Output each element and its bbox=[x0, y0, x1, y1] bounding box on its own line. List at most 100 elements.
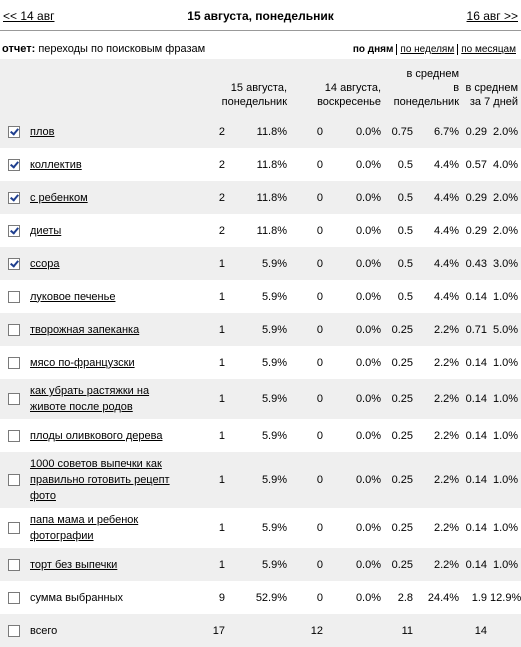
report-name: переходы по поисковым фразам bbox=[38, 43, 206, 55]
phrase-cell: плов bbox=[28, 115, 190, 148]
value-cell: 4.4% bbox=[433, 290, 460, 303]
value-cell: 0.5 bbox=[397, 158, 414, 171]
value-cell: 2.2% bbox=[433, 356, 460, 369]
checkbox-cell bbox=[0, 115, 28, 148]
value-cell: 0 bbox=[316, 558, 324, 571]
checkbox[interactable] bbox=[8, 356, 20, 369]
header-empty bbox=[0, 59, 28, 115]
checkbox[interactable] bbox=[8, 474, 20, 487]
value-cell: 0.0% bbox=[355, 191, 382, 204]
phrase-link[interactable]: с ребенком bbox=[30, 191, 88, 204]
empty-cell bbox=[228, 614, 290, 647]
phrase-cell: мясо по-французски bbox=[28, 346, 190, 379]
value-cell: 0.0% bbox=[355, 323, 382, 336]
period-link[interactable]: по месяцам bbox=[461, 44, 516, 55]
value-cell: 1 bbox=[218, 257, 225, 270]
checkbox[interactable] bbox=[8, 393, 20, 406]
phrase-link[interactable]: коллектив bbox=[30, 158, 82, 171]
data-row: с ребенком 2 11.8% 0 0.0% 0.5 4.4% 0.29 2.0% bbox=[0, 181, 521, 214]
value-cell: 2 bbox=[218, 191, 225, 204]
value-cell: 14 bbox=[474, 624, 488, 637]
phrase-link[interactable]: ссора bbox=[30, 257, 60, 270]
value-cell: 0.0% bbox=[355, 257, 382, 270]
column-header: 15 августа, понедельник bbox=[190, 59, 290, 115]
value-cell: 1.9 bbox=[471, 591, 488, 604]
value-cell: 0 bbox=[316, 224, 324, 237]
checkbox[interactable] bbox=[8, 323, 20, 336]
checkbox[interactable] bbox=[8, 591, 20, 604]
checkbox[interactable] bbox=[8, 125, 20, 138]
value-cell: 0.75 bbox=[391, 125, 414, 138]
value-cell: 2.0% bbox=[492, 125, 519, 138]
value-cell: 2 bbox=[218, 125, 225, 138]
checkbox[interactable] bbox=[8, 290, 20, 303]
value-cell: 0.29 bbox=[465, 125, 488, 138]
phrase-link[interactable]: папа мама и ребенок фотографии bbox=[30, 514, 139, 542]
phrase-link[interactable]: как убрать растяжки на животе после родо… bbox=[30, 385, 150, 413]
value-cell: 2.0% bbox=[492, 224, 519, 237]
checkbox[interactable] bbox=[8, 624, 20, 637]
checkbox[interactable] bbox=[8, 158, 20, 171]
value-cell: 5.9% bbox=[261, 474, 288, 486]
phrase-link[interactable]: луковое печенье bbox=[30, 290, 116, 303]
data-row: плов 2 11.8% 0 0.0% 0.75 6.7% 0.29 2.0% bbox=[0, 115, 521, 148]
stats-table: 15 августа, понедельник 14 августа, воскрес… bbox=[0, 59, 521, 647]
checkbox[interactable] bbox=[8, 257, 20, 270]
checkbox-cell bbox=[0, 452, 28, 508]
value-cell: 12.9% bbox=[490, 591, 521, 604]
value-cell: 2.2% bbox=[433, 393, 460, 405]
phrase-link[interactable]: творожная запеканка bbox=[30, 323, 140, 336]
phrase-cell: папа мама и ребенок фотографии bbox=[28, 508, 190, 548]
checkbox-cell bbox=[0, 214, 28, 247]
value-cell: 0.14 bbox=[465, 290, 488, 303]
phrase-link[interactable]: мясо по-французски bbox=[30, 356, 135, 369]
checkbox-cell bbox=[0, 280, 28, 313]
phrase-link[interactable]: торт без выпечки bbox=[30, 558, 118, 571]
phrase-link[interactable]: диеты bbox=[30, 224, 62, 237]
value-cell: 0.25 bbox=[391, 558, 414, 571]
value-cell: 1 bbox=[218, 356, 225, 369]
value-cell: 52.9% bbox=[255, 591, 288, 604]
value-cell: 0 bbox=[316, 125, 324, 138]
header-empty bbox=[28, 59, 190, 115]
checkbox[interactable] bbox=[8, 522, 20, 535]
value-cell: 0.0% bbox=[355, 125, 382, 138]
prev-day-link[interactable]: << 14 авг bbox=[3, 9, 55, 23]
checkbox[interactable] bbox=[8, 224, 20, 237]
checkbox[interactable] bbox=[8, 558, 20, 571]
checkbox-cell bbox=[0, 581, 28, 614]
checkbox[interactable] bbox=[8, 191, 20, 204]
header-line: в bbox=[453, 82, 460, 94]
next-day-link[interactable]: 16 авг >> bbox=[466, 9, 518, 23]
header-row: 15 августа, понедельник 14 августа, воскрес… bbox=[0, 59, 521, 115]
value-cell: 5.9% bbox=[261, 290, 288, 303]
checkbox[interactable] bbox=[8, 429, 20, 442]
value-cell: 4.0% bbox=[492, 158, 519, 171]
value-cell: 0.29 bbox=[465, 224, 488, 237]
report-label: отчет: bbox=[2, 43, 36, 55]
page: << 14 авг 15 августа, понедельник 16 авг… bbox=[0, 0, 521, 551]
checkbox-cell bbox=[0, 419, 28, 452]
value-cell: 11.8% bbox=[256, 125, 288, 138]
value-cell: 0.0% bbox=[355, 290, 382, 303]
phrase-cell: диеты bbox=[28, 214, 190, 247]
phrase-cell: с ребенком bbox=[28, 181, 190, 214]
checkbox-cell bbox=[0, 247, 28, 280]
value-cell: 0.25 bbox=[391, 522, 414, 534]
value-cell: 12 bbox=[310, 624, 324, 637]
value-cell: 6.7% bbox=[433, 125, 460, 138]
period-link[interactable]: по неделям bbox=[400, 44, 455, 55]
data-row: луковое печенье 1 5.9% 0 0.0% 0.5 4.4% 0.14 1.0% bbox=[0, 280, 521, 313]
value-cell: 1.0% bbox=[492, 429, 519, 442]
phrase-link[interactable]: 1000 советов выпечки как правильно готов… bbox=[30, 458, 170, 502]
column-header: 14 августа, воскресенье bbox=[290, 59, 384, 115]
value-cell: 0 bbox=[316, 356, 324, 369]
phrase-link[interactable]: плоды оливкового дерева bbox=[30, 429, 163, 442]
value-cell: 0 bbox=[316, 591, 324, 604]
value-cell: 0 bbox=[316, 257, 324, 270]
value-cell: 1 bbox=[218, 522, 225, 534]
checkbox-cell bbox=[0, 508, 28, 548]
value-cell: 4.4% bbox=[433, 191, 460, 204]
phrase-link[interactable]: плов bbox=[30, 125, 55, 138]
data-row: как убрать растяжки на животе после родо… bbox=[0, 379, 521, 419]
